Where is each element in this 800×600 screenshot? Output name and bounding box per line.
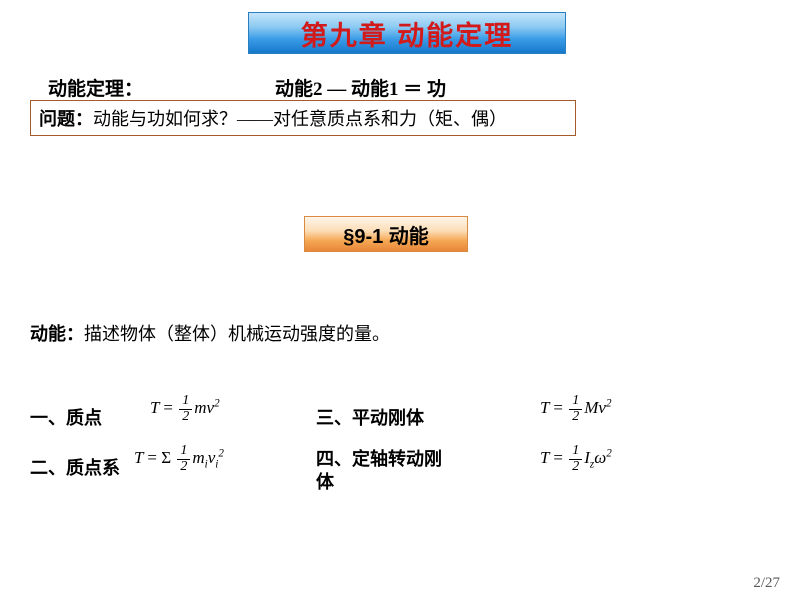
item-translation: 三、平动刚体 (316, 404, 424, 430)
chapter-title: 第九章 动能定理 (301, 14, 514, 53)
eq-rotation: T = 12Izω2 (540, 444, 612, 474)
item-rotation: 四、定轴转动刚体 (316, 448, 446, 495)
theorem-equation: 动能2 — 动能1 ＝ 功 (275, 74, 446, 101)
question-text: 动能与功如何求？——对任意质点系和力（矩、偶） (93, 109, 507, 129)
eq-translation: T = 12Mv2 (540, 394, 612, 424)
item-particle-system: 二、质点系 (30, 454, 120, 480)
question-box: 问题：动能与功如何求？——对任意质点系和力（矩、偶） (30, 100, 576, 136)
eq-particle: T = 12mv2 (150, 394, 220, 424)
section-heading: §9-1 动能 (304, 216, 468, 252)
definition-label: 动能： (30, 324, 84, 344)
definition-line: 动能：描述物体（整体）机械运动强度的量。 (30, 320, 390, 346)
page-number: 2/27 (753, 575, 780, 592)
item-particle: 一、质点 (30, 404, 102, 430)
definition-text: 描述物体（整体）机械运动强度的量。 (84, 324, 390, 344)
question-label: 问题： (39, 109, 93, 129)
chapter-title-banner: 第九章 动能定理 (248, 12, 566, 54)
theorem-label: 动能定理： (48, 74, 143, 101)
eq-particle-system: T = Σ 12mivi2 (134, 444, 224, 474)
